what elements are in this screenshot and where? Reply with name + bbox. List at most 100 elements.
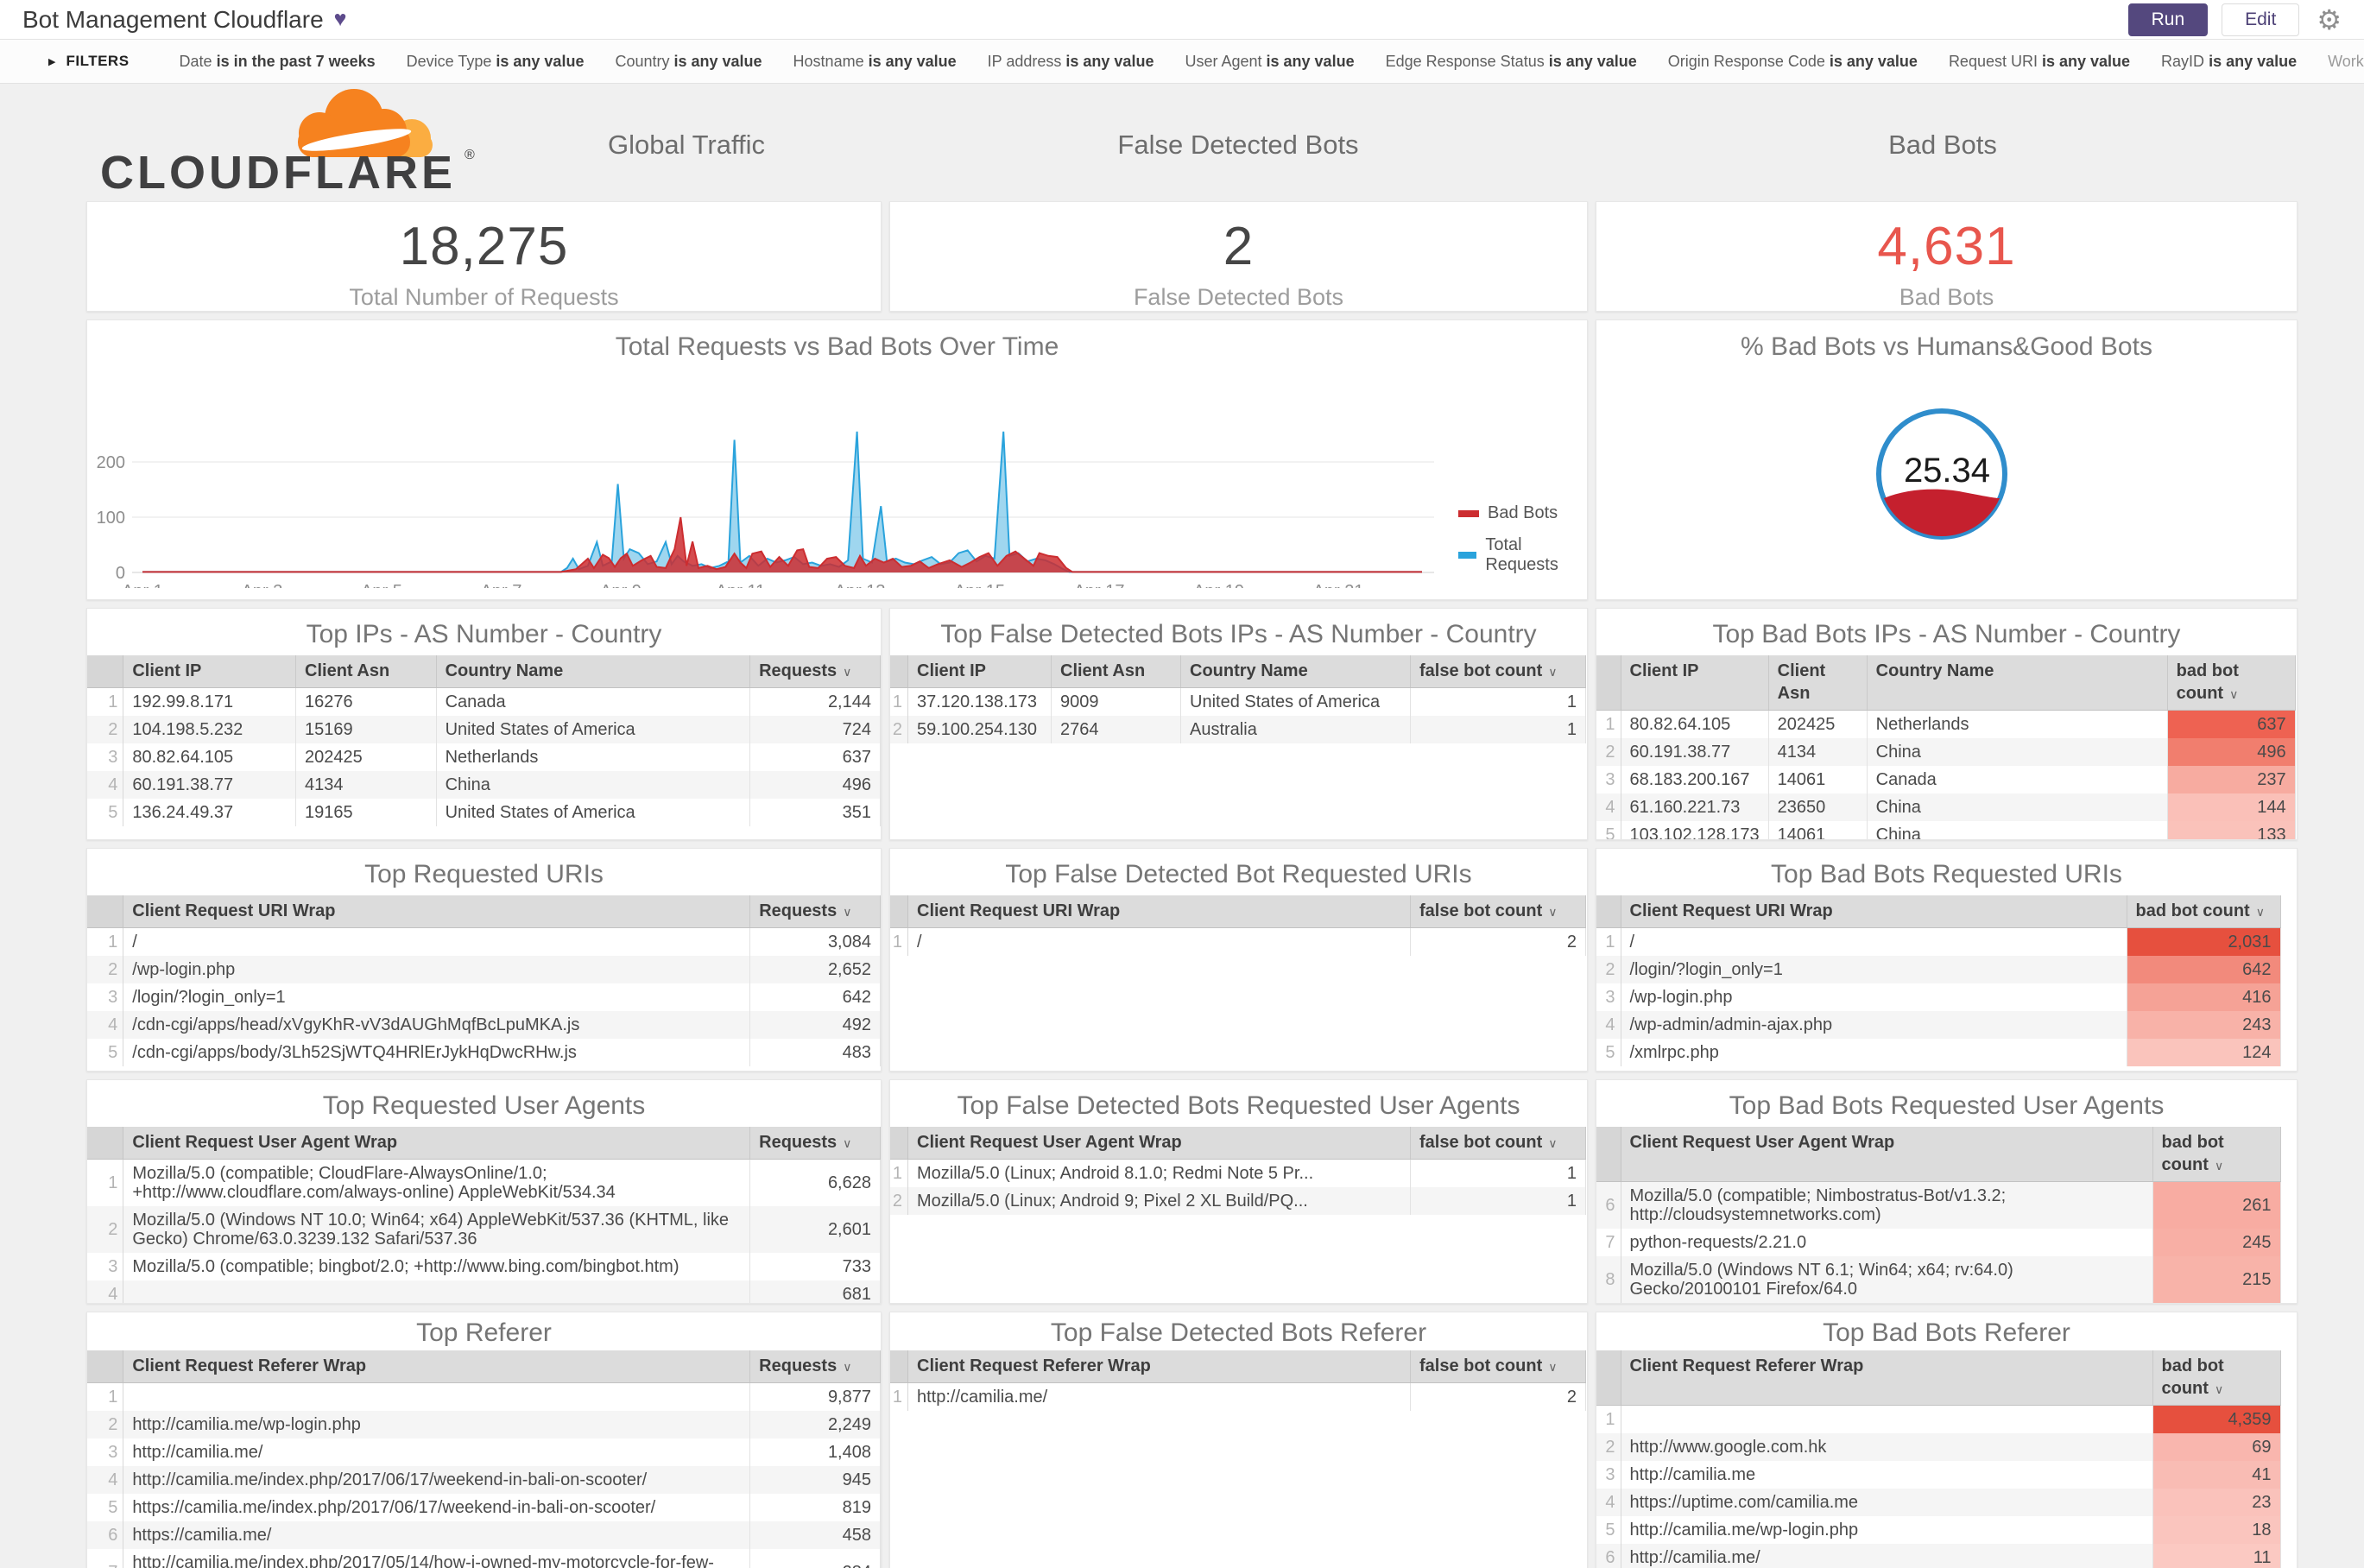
- column-header[interactable]: bad bot count ∨: [2152, 1350, 2281, 1406]
- table-cell[interactable]: 733: [749, 1253, 881, 1280]
- table-cell[interactable]: 351: [749, 799, 881, 826]
- table-cell[interactable]: http://camilia.me/: [123, 1438, 751, 1466]
- table-cell[interactable]: 104.198.5.232: [123, 716, 297, 743]
- table-cell[interactable]: /xmlrpc.php: [1621, 1039, 2127, 1066]
- table-cell[interactable]: 1: [1410, 687, 1586, 716]
- table-cell[interactable]: 192.99.8.171: [123, 687, 297, 716]
- table-cell[interactable]: 16276: [295, 687, 437, 716]
- column-header[interactable]: Client IP: [907, 655, 1052, 688]
- filter-device-type[interactable]: Device Type is any value: [406, 52, 585, 70]
- table-cell[interactable]: http://camilia.me/wp-login.php: [123, 1411, 751, 1438]
- filter-rayid[interactable]: RayID is any value: [2161, 52, 2298, 70]
- table-cell[interactable]: Netherlands: [436, 743, 751, 771]
- table-cell[interactable]: 2,249: [749, 1411, 881, 1438]
- table-cell[interactable]: 2764: [1051, 716, 1181, 743]
- table-cell[interactable]: /login/?login_only=1: [1621, 956, 2127, 983]
- table-cell[interactable]: 133: [2167, 821, 2296, 839]
- legend-item-bad-bots[interactable]: Bad Bots: [1458, 503, 1587, 523]
- table-cell[interactable]: http://camilia.me/index.php/2017/06/17/w…: [123, 1466, 751, 1494]
- table-cell[interactable]: 59.100.254.130: [907, 716, 1052, 743]
- table-cell[interactable]: 2,144: [749, 687, 881, 716]
- column-header[interactable]: Client Request URI Wrap: [123, 895, 751, 928]
- gear-icon[interactable]: ⚙: [2317, 3, 2342, 35]
- column-header[interactable]: Client Request User Agent Wrap: [1621, 1127, 2153, 1182]
- table-cell[interactable]: 496: [2167, 738, 2296, 766]
- table-cell[interactable]: 6,628: [749, 1159, 881, 1206]
- table-cell[interactable]: 642: [2127, 956, 2281, 983]
- table-cell[interactable]: 41: [2152, 1461, 2281, 1489]
- table-cell[interactable]: 15169: [295, 716, 437, 743]
- table-cell[interactable]: 637: [2167, 710, 2296, 738]
- table-cell[interactable]: Australia: [1180, 716, 1411, 743]
- column-header[interactable]: Country Name: [1867, 655, 2168, 711]
- table-cell[interactable]: 69: [2152, 1433, 2281, 1461]
- table-cell[interactable]: http://camilia.me: [1621, 1461, 2153, 1489]
- filters-toggle[interactable]: ▶ FILTERS: [48, 53, 130, 70]
- table-cell[interactable]: China: [1867, 738, 2168, 766]
- table-cell[interactable]: Mozilla/5.0 (Windows NT 10.0; Win64; x64…: [123, 1206, 751, 1253]
- table-cell[interactable]: 1: [1410, 1159, 1586, 1187]
- table-cell[interactable]: 284: [749, 1549, 881, 1568]
- table-cell[interactable]: 37.120.138.173: [907, 687, 1052, 716]
- column-header[interactable]: bad bot count ∨: [2167, 655, 2296, 711]
- table-cell[interactable]: United States of America: [1180, 687, 1411, 716]
- column-header[interactable]: Client Request User Agent Wrap: [123, 1127, 751, 1160]
- edit-button[interactable]: Edit: [2222, 3, 2300, 36]
- column-header[interactable]: Country Name: [1180, 655, 1411, 688]
- table-cell[interactable]: 245: [2152, 1229, 2281, 1256]
- table-cell[interactable]: 261: [2152, 1181, 2281, 1229]
- table-cell[interactable]: 945: [749, 1466, 881, 1494]
- table-cell[interactable]: 80.82.64.105: [123, 743, 297, 771]
- column-header[interactable]: Client Asn: [1768, 655, 1868, 711]
- table-cell[interactable]: 9009: [1051, 687, 1181, 716]
- column-header[interactable]: Client Asn: [1051, 655, 1181, 688]
- table-cell[interactable]: 819: [749, 1494, 881, 1521]
- column-header[interactable]: bad bot count ∨: [2152, 1127, 2281, 1182]
- gauge-chart[interactable]: [1596, 364, 2297, 588]
- table-cell[interactable]: 416: [2127, 983, 2281, 1011]
- table-cell[interactable]: Mozilla/5.0 (Windows NT 6.1; Win64; x64;…: [1621, 1256, 2153, 1303]
- table-cell[interactable]: 4,359: [2152, 1405, 2281, 1433]
- column-header[interactable]: Client Request User Agent Wrap: [907, 1127, 1411, 1160]
- table-cell[interactable]: https://camilia.me/index.php/2017/06/17/…: [123, 1494, 751, 1521]
- table-cell[interactable]: Canada: [1867, 766, 2168, 793]
- column-header[interactable]: Requests ∨: [749, 1127, 881, 1160]
- column-header[interactable]: Client Request URI Wrap: [907, 895, 1411, 928]
- table-cell[interactable]: 2,031: [2127, 927, 2281, 956]
- table-cell[interactable]: /login/?login_only=1: [123, 983, 751, 1011]
- filter-request-uri[interactable]: Request URI is any value: [1948, 52, 2131, 70]
- table-cell[interactable]: 1: [1410, 1187, 1586, 1215]
- table-cell[interactable]: 3,084: [749, 927, 881, 956]
- filter-user-agent[interactable]: User Agent is any value: [1185, 52, 1355, 70]
- table-cell[interactable]: [1621, 1405, 2153, 1433]
- table-cell[interactable]: United States of America: [436, 799, 751, 826]
- table-cell[interactable]: 61.160.221.73: [1621, 793, 1769, 821]
- table-cell[interactable]: 458: [749, 1521, 881, 1549]
- table-cell[interactable]: https://uptime.com/camilia.me: [1621, 1489, 2153, 1516]
- table-cell[interactable]: Netherlands: [1867, 710, 2168, 738]
- column-header[interactable]: false bot count ∨: [1410, 1127, 1586, 1160]
- filter-country[interactable]: Country is any value: [615, 52, 762, 70]
- table-cell[interactable]: http://camilia.me/index.php/2017/05/14/h…: [123, 1549, 751, 1568]
- table-cell[interactable]: China: [436, 771, 751, 799]
- table-cell[interactable]: 103.102.128.173: [1621, 821, 1769, 839]
- table-cell[interactable]: 202425: [295, 743, 437, 771]
- table-cell[interactable]: 14061: [1768, 766, 1868, 793]
- column-header[interactable]: Requests ∨: [749, 895, 881, 928]
- table-cell[interactable]: 11: [2152, 1544, 2281, 1568]
- column-header[interactable]: Client Asn: [295, 655, 437, 688]
- table-cell[interactable]: 2: [1410, 927, 1586, 956]
- table-cell[interactable]: United States of America: [436, 716, 751, 743]
- table-cell[interactable]: Mozilla/5.0 (Linux; Android 9; Pixel 2 X…: [907, 1187, 1411, 1215]
- table-cell[interactable]: 237: [2167, 766, 2296, 793]
- filter-hostname[interactable]: Hostname is any value: [793, 52, 957, 70]
- table-cell[interactable]: 14061: [1768, 821, 1868, 839]
- column-header[interactable]: Requests ∨: [749, 655, 881, 688]
- line-chart[interactable]: 0 100 200 Apr 1 Apr 3 Apr 5 Apr 7 Apr 9 Apr 11 Ap…: [87, 372, 1587, 588]
- table-cell[interactable]: 642: [749, 983, 881, 1011]
- table-cell[interactable]: 724: [749, 716, 881, 743]
- table-cell[interactable]: 4134: [295, 771, 437, 799]
- filter-ip-address[interactable]: IP address is any value: [987, 52, 1154, 70]
- table-cell[interactable]: 136.24.49.37: [123, 799, 297, 826]
- table-cell[interactable]: /cdn-cgi/apps/body/3Lh52SjWTQ4HRlErJykHq…: [123, 1039, 751, 1066]
